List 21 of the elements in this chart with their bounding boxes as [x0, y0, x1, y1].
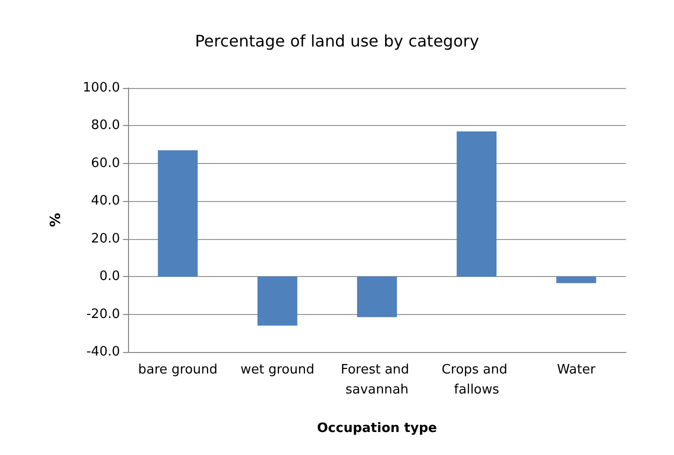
y-axis-title: %	[48, 212, 64, 228]
y-tick-label: 0.0	[99, 269, 120, 284]
bar	[257, 276, 298, 326]
x-axis-title: Occupation type	[317, 421, 438, 436]
bar	[357, 276, 397, 318]
chart-title: Percentage of land use by category	[194, 32, 480, 50]
y-tick-label: 100.0	[82, 80, 120, 96]
x-tick-label: Forest and savannah	[340, 362, 414, 398]
x-tick-label: bare ground	[138, 362, 218, 378]
y-tick-label: -40.0	[86, 344, 120, 360]
x-tick-label: Water	[556, 362, 596, 378]
bar	[556, 276, 596, 284]
x-tick-label: Crops and fallows	[442, 362, 512, 398]
bar	[158, 150, 198, 277]
y-tick-label: 80.0	[91, 118, 120, 134]
x-tick-label: wet ground	[240, 362, 314, 378]
y-tick-label: -20.0	[86, 306, 120, 322]
bar	[456, 131, 497, 277]
y-tick-label: 40.0	[91, 194, 120, 209]
y-tick-label: 20.0	[91, 231, 120, 246]
y-tick-label: 60.0	[91, 156, 120, 171]
